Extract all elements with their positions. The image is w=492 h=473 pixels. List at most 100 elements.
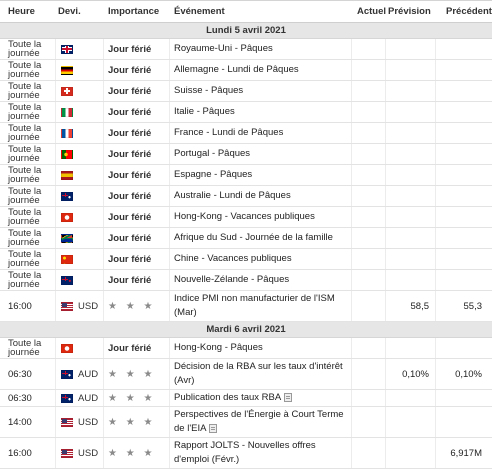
event-currency [56, 270, 104, 290]
event-name[interactable]: Australie - Lundi de Pâques [170, 186, 352, 206]
event-title[interactable]: Royaume-Uni - Pâques [174, 43, 273, 54]
holiday-label: Jour férié [108, 85, 152, 97]
event-title[interactable]: Hong-Kong - Vacances publiques [174, 211, 315, 222]
event-name[interactable]: Hong-Kong - Vacances publiques [170, 207, 352, 227]
event-title[interactable]: Italie - Pâques [174, 106, 235, 117]
event-currency [56, 39, 104, 59]
event-actual [352, 228, 386, 248]
event-time-text: Toute la journée [8, 102, 42, 122]
event-row[interactable]: 16:00 USD ★ ★ ★ Indice PMI non manufacturie… [0, 291, 492, 322]
event-forecast [386, 186, 436, 206]
event-time-text: Toute la journée [8, 186, 42, 206]
event-previous [436, 186, 492, 206]
event-currency: AUD [56, 359, 104, 389]
event-name[interactable]: Nouvelle-Zélande - Pâques [170, 270, 352, 290]
event-title[interactable]: Portugal - Pâques [174, 148, 251, 159]
holiday-label: Jour férié [108, 211, 152, 223]
event-title[interactable]: Australie - Lundi de Pâques [174, 190, 291, 201]
event-title[interactable]: Publication des taux RBA [174, 392, 282, 403]
event-name[interactable]: France - Lundi de Pâques [170, 123, 352, 143]
event-row[interactable]: Toute la journée Jour férié Hong-Kong - Va… [0, 207, 492, 228]
event-forecast [386, 144, 436, 164]
event-name[interactable]: Espagne - Pâques [170, 165, 352, 185]
event-name[interactable]: Afrique du Sud - Journée de la famille [170, 228, 352, 248]
col-event[interactable]: Événement [174, 6, 225, 17]
event-forecast [386, 407, 436, 437]
event-actual [352, 102, 386, 122]
event-forecast [386, 270, 436, 290]
event-row[interactable]: 16:00 USD ★ ★ ★ Rapport JOLTS - Nouvelles o… [0, 438, 492, 469]
event-title[interactable]: Rapport JOLTS - Nouvelles offres d'emplo… [174, 440, 316, 465]
event-name[interactable]: Italie - Pâques [170, 102, 352, 122]
event-name[interactable]: Hong-Kong - Pâques [170, 338, 352, 358]
event-name[interactable]: Publication des taux RBA [170, 390, 352, 406]
event-currency [56, 207, 104, 227]
importance-stars: ★ ★ ★ [108, 392, 156, 404]
col-previous[interactable]: Précédent [446, 6, 492, 17]
event-row[interactable]: Toute la journée Jour férié Hong-Kong - Pâ… [0, 338, 492, 359]
event-row[interactable]: Toute la journée Jour férié Italie - Pâque… [0, 102, 492, 123]
document-icon[interactable] [284, 392, 293, 402]
table-header: Heure Devi. Importance Événement Actuel … [0, 1, 492, 23]
event-importance: Jour férié [104, 39, 170, 59]
event-name[interactable]: Portugal - Pâques [170, 144, 352, 164]
event-title[interactable]: Hong-Kong - Pâques [174, 342, 263, 353]
event-row[interactable]: Toute la journée Jour férié France - Lundi… [0, 123, 492, 144]
event-row[interactable]: 14:00 USD ★ ★ ★ Perspectives de l'Énergie à… [0, 407, 492, 438]
event-title[interactable]: Chine - Vacances publiques [174, 253, 292, 264]
col-time[interactable]: Heure [8, 6, 35, 17]
event-row[interactable]: Toute la journée Jour férié Allemagne - Lu… [0, 60, 492, 81]
event-row[interactable]: 06:30 AUD ★ ★ ★ Publication des taux RBA [0, 390, 492, 407]
event-title[interactable]: Allemagne - Lundi de Pâques [174, 64, 299, 75]
event-time: 06:30 [0, 390, 56, 406]
event-name[interactable]: Indice PMI non manufacturier de l'ISM (M… [170, 291, 352, 321]
event-row[interactable]: 06:30 AUD ★ ★ ★ Décision de la RBA sur les … [0, 359, 492, 390]
event-time: Toute la journée [0, 249, 56, 269]
event-row[interactable]: Toute la journée Jour férié Portugal - Pâq… [0, 144, 492, 165]
day-header: Lundi 5 avril 2021 [0, 23, 492, 39]
event-title[interactable]: Afrique du Sud - Journée de la famille [174, 232, 333, 243]
event-row[interactable]: Toute la journée Jour férié Nouvelle-Zélan… [0, 270, 492, 291]
event-title[interactable]: Perspectives de l'Énergie à Court Terme … [174, 409, 344, 434]
event-title[interactable]: Nouvelle-Zélande - Pâques [174, 274, 290, 285]
event-actual [352, 270, 386, 290]
event-row[interactable]: Toute la journée Jour férié Suisse - Pâque… [0, 81, 492, 102]
event-name[interactable]: Suisse - Pâques [170, 81, 352, 101]
event-title[interactable]: Espagne - Pâques [174, 169, 253, 180]
event-importance: ★ ★ ★ [104, 407, 170, 437]
event-importance: Jour férié [104, 249, 170, 269]
event-title[interactable]: Suisse - Pâques [174, 85, 244, 96]
event-row[interactable]: Toute la journée Jour férié Espagne - Pâqu… [0, 165, 492, 186]
event-title[interactable]: Décision de la RBA sur les taux d'intérê… [174, 361, 343, 386]
col-forecast[interactable]: Prévision [388, 6, 431, 17]
event-name[interactable]: Décision de la RBA sur les taux d'intérê… [170, 359, 352, 389]
event-currency [56, 165, 104, 185]
event-row[interactable]: Toute la journée Jour férié Afrique du Sud… [0, 228, 492, 249]
event-name[interactable]: Chine - Vacances publiques [170, 249, 352, 269]
col-currency[interactable]: Devi. [58, 6, 81, 17]
event-name[interactable]: Allemagne - Lundi de Pâques [170, 60, 352, 80]
holiday-label: Jour férié [108, 106, 152, 118]
event-row[interactable]: Toute la journée Jour férié Chine - Vacanc… [0, 249, 492, 270]
event-time: 16:00 [0, 291, 56, 321]
hk-flag-icon [61, 343, 73, 353]
event-actual [352, 39, 386, 59]
za-flag-icon [61, 233, 73, 243]
event-row[interactable]: Toute la journée Jour férié Royaume-Uni - … [0, 39, 492, 60]
event-name[interactable]: Perspectives de l'Énergie à Court Terme … [170, 407, 352, 437]
col-actual[interactable]: Actuel [356, 6, 386, 17]
event-row[interactable]: Toute la journée Jour férié Australie - Lu… [0, 186, 492, 207]
event-forecast [386, 81, 436, 101]
document-icon[interactable] [209, 423, 218, 433]
event-name[interactable]: Rapport JOLTS - Nouvelles offres d'emplo… [170, 438, 352, 468]
event-title[interactable]: Indice PMI non manufacturier de l'ISM (M… [174, 293, 335, 318]
event-title[interactable]: France - Lundi de Pâques [174, 127, 284, 138]
event-importance: Jour férié [104, 207, 170, 227]
holiday-label: Jour férié [108, 232, 152, 244]
event-forecast [386, 249, 436, 269]
event-actual [352, 338, 386, 358]
col-importance[interactable]: Importance [108, 6, 160, 17]
event-name[interactable]: Royaume-Uni - Pâques [170, 39, 352, 59]
event-actual [352, 407, 386, 437]
